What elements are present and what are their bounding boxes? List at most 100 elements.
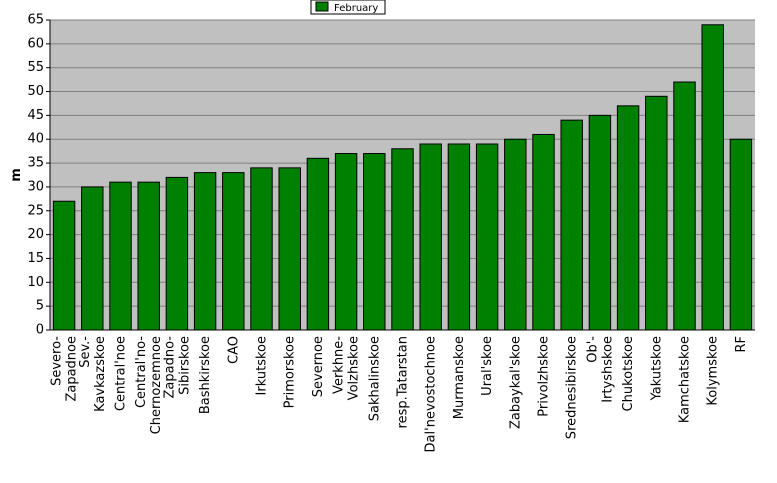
bar (504, 138, 527, 331)
x-tick-label: Chukotskoe (621, 336, 636, 411)
x-tick-label: Yakutskoe (649, 336, 664, 401)
x-tick-label: RF (734, 336, 749, 353)
x-tick-label-line: resp.Tatarstan (396, 336, 411, 428)
x-tick-label-line: Primorskoe (283, 336, 298, 408)
x-tick-label: Kolymskoe (706, 336, 721, 406)
x-tick-label-line: Severnoe (311, 336, 326, 397)
x-tick-label: Severnoe (311, 336, 326, 397)
x-tick-label: Central'no-Chernozemnoe (134, 336, 164, 435)
x-tick-label: Srednesibirskoe (565, 336, 580, 439)
x-tick-label: Privolzhskoe (537, 336, 552, 417)
bar (363, 153, 386, 331)
x-tick-label-line: Sakhalinskoe (367, 336, 382, 421)
x-tick-label-line: Zabaykal'skoe (508, 336, 523, 429)
x-tick-label: resp.Tatarstan (396, 336, 411, 428)
y-tick-label: 20 (27, 227, 44, 242)
x-tick-label-line: Central'no- (134, 336, 149, 408)
bar (334, 153, 358, 331)
x-tick-label-line: Sev.- (78, 336, 93, 368)
x-tick-label: Irkutskoe (255, 336, 270, 395)
x-tick-label: CAO (226, 336, 241, 364)
x-tick-label: Murmanskoe (452, 336, 467, 419)
x-tick-label-line: Verkhne- (332, 336, 347, 394)
y-tick-label: 50 (27, 84, 44, 99)
x-tick-label-line: CAO (226, 336, 241, 364)
x-tick-label-line: Irkutskoe (255, 336, 270, 395)
x-tick-label: Central'noe (114, 336, 129, 411)
x-tick-label-line: Zapadno- (162, 336, 177, 399)
x-tick-label: Verkhne-Volzhskoe (332, 336, 362, 401)
bar (165, 176, 189, 331)
bar (391, 148, 414, 331)
x-tick-label-line: Dal'nevostochnoe (424, 336, 439, 452)
legend: February (310, 0, 386, 15)
bar (673, 81, 696, 331)
bar (109, 181, 132, 331)
y-tick-label: 25 (27, 203, 44, 218)
bar (560, 119, 583, 331)
x-tick-label: Severo-Zapadnoe (50, 336, 80, 402)
legend-box (310, 0, 386, 15)
x-tick-label-line: Zapadnoe (65, 336, 80, 402)
bar (447, 143, 471, 331)
bar (645, 95, 668, 331)
y-tick-label: 15 (27, 251, 44, 266)
x-tick-label-line: Yakutskoe (649, 336, 664, 401)
x-tick-label-line: Kavkazskoe (93, 336, 108, 412)
x-tick-label-line: Srednesibirskoe (565, 336, 580, 439)
x-tick-label-line: Kolymskoe (706, 336, 721, 406)
x-tick-label-line: Volzhskoe (347, 336, 362, 400)
bar (588, 114, 612, 331)
bar (193, 172, 217, 331)
bar (701, 24, 724, 331)
x-tick-label-line: Privolzhskoe (537, 336, 552, 417)
y-tick-label: 65 (27, 13, 44, 28)
x-tick-label: Zapadno-Sibirskoe (162, 336, 192, 399)
y-tick-label: 35 (27, 156, 44, 171)
x-tick-label-line: Chernozemnoe (149, 336, 164, 434)
x-tick-label: Dal'nevostochnoe (424, 336, 439, 452)
y-tick-label: 60 (27, 36, 44, 51)
bar (137, 181, 160, 331)
y-tick-label: 55 (27, 60, 44, 75)
bar (306, 157, 330, 331)
x-tick-label: Primorskoe (283, 336, 298, 408)
x-tick-label-line: Ob'- (585, 336, 600, 363)
y-axis-label: m (9, 168, 24, 182)
bar (419, 143, 442, 331)
x-tick-label-line: Ural'skoe (480, 336, 495, 396)
x-tick-label: Sev.-Kavkazskoe (78, 336, 108, 412)
y-tick-label: 0 (36, 323, 44, 338)
x-tick-label: Zabaykal'skoe (508, 336, 523, 429)
y-tick-label: 10 (27, 275, 44, 290)
x-tick-label-line: Kamchatskoe (678, 336, 693, 423)
x-tick-label-line: Sibirskoe (177, 336, 192, 395)
x-tick-label-line: Bashkirskoe (198, 336, 213, 414)
x-tick-label-line: Irtyshskoe (600, 336, 615, 403)
bar (222, 172, 245, 331)
x-tick-label-line: Murmanskoe (452, 336, 467, 419)
x-tick-label: Kamchatskoe (678, 336, 693, 423)
bar (250, 167, 273, 331)
x-tick-label-line: Severo- (50, 336, 65, 386)
bar (278, 167, 301, 331)
x-tick-label: Ob'-Irtyshskoe (585, 336, 615, 403)
legend-label: February (334, 3, 378, 14)
bar (532, 133, 555, 331)
x-tick-label: Ural'skoe (480, 336, 495, 396)
y-tick-label: 45 (27, 108, 44, 123)
bar (475, 143, 499, 331)
y-tick-label: 30 (27, 179, 44, 194)
y-tick-label: 5 (36, 299, 44, 314)
x-tick-label: Sakhalinskoe (367, 336, 382, 421)
bar (616, 105, 640, 331)
bar (81, 186, 104, 331)
x-tick-label-line: Chukotskoe (621, 336, 636, 411)
x-tick-label-line: Central'noe (114, 336, 129, 411)
y-tick-label: 40 (27, 132, 44, 147)
legend-swatch (315, 1, 329, 12)
x-tick-label: Bashkirskoe (198, 336, 213, 414)
bar (52, 200, 76, 331)
x-tick-label-line: RF (734, 336, 749, 353)
